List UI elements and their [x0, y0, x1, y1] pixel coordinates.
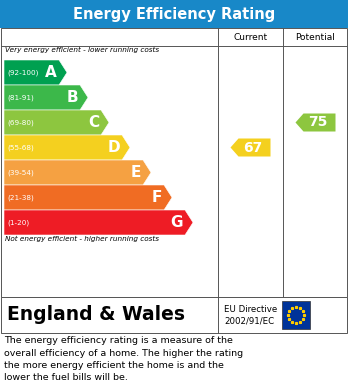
Text: (81-91): (81-91) [7, 94, 34, 101]
Text: 67: 67 [243, 140, 262, 154]
Text: The energy efficiency rating is a measure of the
overall efficiency of a home. T: The energy efficiency rating is a measur… [4, 336, 243, 382]
Text: EU Directive
2002/91/EC: EU Directive 2002/91/EC [224, 305, 277, 325]
Text: (92-100): (92-100) [7, 69, 38, 76]
Text: C: C [88, 115, 99, 130]
Text: A: A [45, 65, 57, 80]
Bar [0, 0, 348, 28]
Text: Potential: Potential [295, 32, 335, 41]
Polygon shape [4, 60, 67, 85]
Text: Current: Current [234, 32, 268, 41]
Polygon shape [4, 110, 109, 135]
Polygon shape [4, 160, 151, 185]
Polygon shape [4, 185, 172, 210]
Polygon shape [230, 138, 270, 156]
Text: D: D [108, 140, 120, 155]
Polygon shape [4, 210, 193, 235]
Polygon shape [4, 135, 130, 160]
Text: England & Wales: England & Wales [7, 305, 185, 325]
Text: G: G [171, 215, 183, 230]
Text: Very energy efficient - lower running costs: Very energy efficient - lower running co… [5, 47, 159, 53]
Text: F: F [152, 190, 162, 205]
Polygon shape [295, 113, 335, 131]
Text: Energy Efficiency Rating: Energy Efficiency Rating [73, 7, 275, 22]
Text: (1-20): (1-20) [7, 219, 29, 226]
Text: 75: 75 [308, 115, 327, 129]
Text: (69-80): (69-80) [7, 119, 34, 126]
Text: (39-54): (39-54) [7, 169, 34, 176]
Text: Not energy efficient - higher running costs: Not energy efficient - higher running co… [5, 236, 159, 242]
Polygon shape [4, 85, 88, 110]
Bar [1, 297, 347, 333]
Text: (21-38): (21-38) [7, 194, 34, 201]
Text: B: B [66, 90, 78, 105]
Bar [282, 301, 310, 329]
Text: (55-68): (55-68) [7, 144, 34, 151]
Bar [1, 28, 347, 297]
Text: E: E [130, 165, 141, 180]
